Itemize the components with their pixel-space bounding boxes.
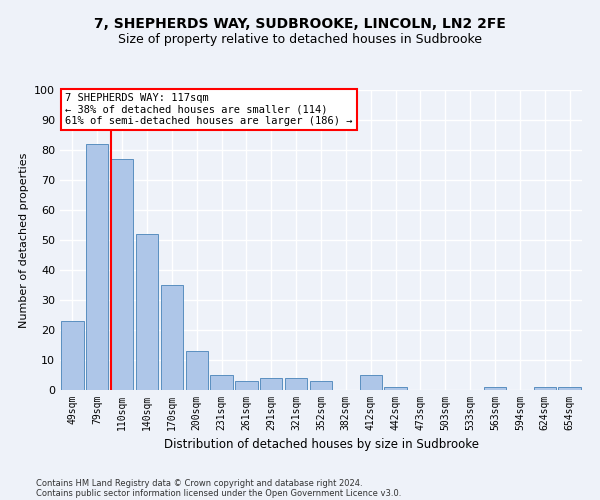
Bar	[235, 381, 257, 390]
Bar	[310, 381, 332, 390]
Text: 7 SHEPHERDS WAY: 117sqm
← 38% of detached houses are smaller (114)
61% of semi-d: 7 SHEPHERDS WAY: 117sqm ← 38% of detache…	[65, 93, 353, 126]
Text: 7, SHEPHERDS WAY, SUDBROOKE, LINCOLN, LN2 2FE: 7, SHEPHERDS WAY, SUDBROOKE, LINCOLN, LN…	[94, 18, 506, 32]
Bar	[385, 387, 407, 390]
Bar	[533, 387, 556, 390]
Bar	[61, 321, 83, 390]
Bar	[285, 378, 307, 390]
Bar	[559, 387, 581, 390]
Text: Size of property relative to detached houses in Sudbrooke: Size of property relative to detached ho…	[118, 32, 482, 46]
Bar	[86, 144, 109, 390]
Bar	[185, 351, 208, 390]
X-axis label: Distribution of detached houses by size in Sudbrooke: Distribution of detached houses by size …	[163, 438, 479, 452]
Bar	[260, 378, 283, 390]
Y-axis label: Number of detached properties: Number of detached properties	[19, 152, 29, 328]
Bar	[211, 375, 233, 390]
Bar	[161, 285, 183, 390]
Bar	[111, 159, 133, 390]
Bar	[136, 234, 158, 390]
Text: Contains HM Land Registry data © Crown copyright and database right 2024.: Contains HM Land Registry data © Crown c…	[36, 478, 362, 488]
Bar	[359, 375, 382, 390]
Text: Contains public sector information licensed under the Open Government Licence v3: Contains public sector information licen…	[36, 488, 401, 498]
Bar	[484, 387, 506, 390]
